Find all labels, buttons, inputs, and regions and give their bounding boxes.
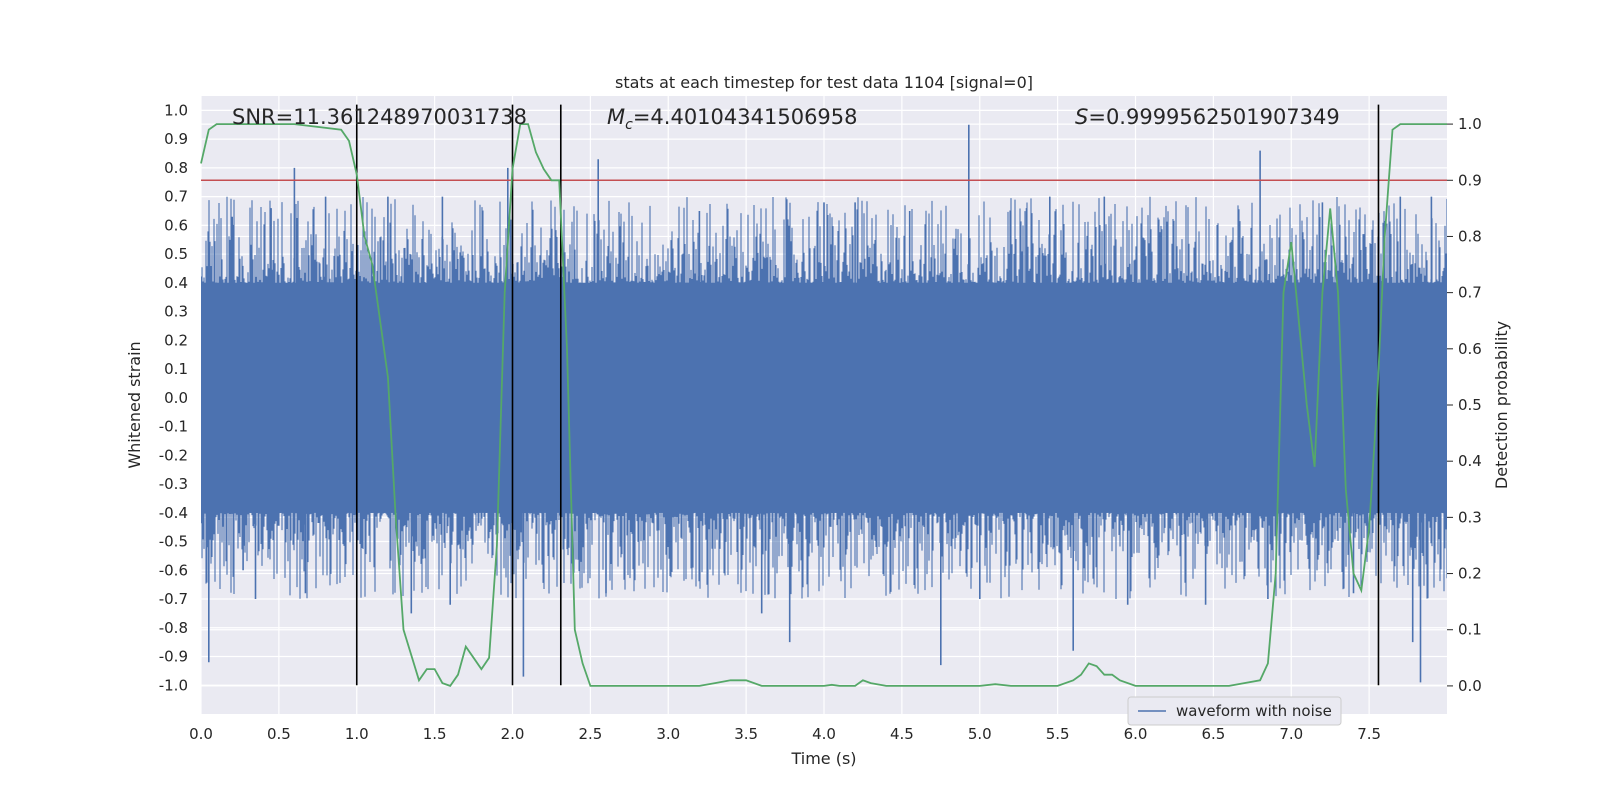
y-left-tick-label: -0.4 <box>159 504 188 522</box>
y-left-tick-label: -0.7 <box>159 590 188 608</box>
left-y-axis-ticks: 1.0 0.9 0.8 0.7 0.6 0.5 0.4 0.3 0.2 0.1 0.0 -0.1 -0.… <box>159 101 188 694</box>
x-tick-label: 6.5 <box>1201 725 1225 743</box>
x-tick-label: 7.0 <box>1279 725 1303 743</box>
x-tick-label: 2.5 <box>578 725 602 743</box>
y-left-tick-label: 1.0 <box>164 101 188 119</box>
y-right-tick-label: 1.0 <box>1458 115 1482 133</box>
y-right-tick-label: 0.2 <box>1458 565 1482 583</box>
y-right-tick-label: 0.3 <box>1458 508 1482 526</box>
y-left-tick-label: 0.6 <box>164 216 188 234</box>
y-right-tick-label: 0.5 <box>1458 396 1482 414</box>
x-tick-label: 2.0 <box>501 725 525 743</box>
x-tick-label: 3.5 <box>734 725 758 743</box>
y-left-tick-label: 0.1 <box>164 360 188 378</box>
x-tick-label: 6.0 <box>1124 725 1148 743</box>
chirp-mass-annotation: Mc=4.40104341506958 <box>607 105 858 133</box>
y-right-tick-label: 0.1 <box>1458 621 1482 639</box>
x-tick-label: 1.5 <box>423 725 447 743</box>
chirp-mass-symbol: M <box>607 105 625 129</box>
y-left-tick-label: -0.3 <box>159 475 188 493</box>
right-y-axis-ticks: 1.0 0.9 0.8 0.7 0.6 0.5 0.4 0.3 0.2 0.1 0.0 <box>1447 115 1482 695</box>
x-axis-label: Time (s) <box>790 749 856 768</box>
detection-probability-series <box>200 123 1447 687</box>
chirp-mass-subscript: c <box>625 117 633 133</box>
y-left-tick-label: -0.9 <box>159 648 188 666</box>
y-right-tick-label: 0.0 <box>1458 677 1482 695</box>
x-tick-label: 4.5 <box>890 725 914 743</box>
legend-label-waveform: waveform with noise <box>1176 702 1332 720</box>
y-left-tick-label: 0.2 <box>164 331 188 349</box>
left-y-axis-label: Whitened strain <box>125 341 144 468</box>
y-left-tick-label: -0.1 <box>159 418 188 436</box>
y-left-tick-label: 0.9 <box>164 130 188 148</box>
y-left-tick-label: 0.8 <box>164 159 188 177</box>
y-left-tick-label: 0.7 <box>164 188 188 206</box>
x-tick-label: 7.5 <box>1357 725 1381 743</box>
score-symbol: S <box>1075 105 1088 129</box>
detection-probability-line <box>200 123 1447 687</box>
y-left-tick-label: 0.3 <box>164 303 188 321</box>
right-y-axis-label: Detection probability <box>1492 321 1511 489</box>
y-left-tick-label: -0.6 <box>159 561 188 579</box>
y-right-tick-label: 0.9 <box>1458 171 1482 189</box>
waveform-with-noise-series <box>201 124 1447 683</box>
y-left-tick-label: -0.5 <box>159 533 188 551</box>
y-left-tick-label: -0.2 <box>159 446 188 464</box>
y-left-tick-label: 0.0 <box>164 389 188 407</box>
score-annotation: S=0.9999562501907349 <box>1075 105 1340 129</box>
noise-spikes <box>208 124 1433 683</box>
x-tick-label: 0.0 <box>189 725 213 743</box>
y-left-tick-label: -0.8 <box>159 619 188 637</box>
x-tick-label: 3.0 <box>656 725 680 743</box>
score-value: =0.9999562501907349 <box>1088 105 1339 129</box>
x-tick-label: 5.5 <box>1046 725 1070 743</box>
x-axis-ticks: 0.0 0.5 1.0 1.5 2.0 2.5 3.0 3.5 4.0 4.5 5.0 5.5 6.0 6… <box>189 725 1381 743</box>
y-left-tick-label: -1.0 <box>159 676 188 694</box>
legend-box <box>1127 696 1342 726</box>
y-left-tick-label: 0.4 <box>164 274 188 292</box>
snr-annotation: SNR=11.361248970031738 <box>232 105 527 129</box>
x-tick-label: 5.0 <box>968 725 992 743</box>
x-tick-label: 4.0 <box>812 725 836 743</box>
legend: waveform with noise <box>1127 696 1342 726</box>
chart-title: stats at each timestep for test data 110… <box>615 73 1033 92</box>
y-right-tick-label: 0.8 <box>1458 227 1482 245</box>
y-right-tick-label: 0.6 <box>1458 340 1482 358</box>
y-right-tick-label: 0.4 <box>1458 452 1482 470</box>
x-tick-label: 0.5 <box>267 725 291 743</box>
y-left-tick-label: 0.5 <box>164 245 188 263</box>
y-right-tick-label: 0.7 <box>1458 284 1482 302</box>
chirp-mass-value: =4.40104341506958 <box>633 105 858 129</box>
x-tick-label: 1.0 <box>345 725 369 743</box>
